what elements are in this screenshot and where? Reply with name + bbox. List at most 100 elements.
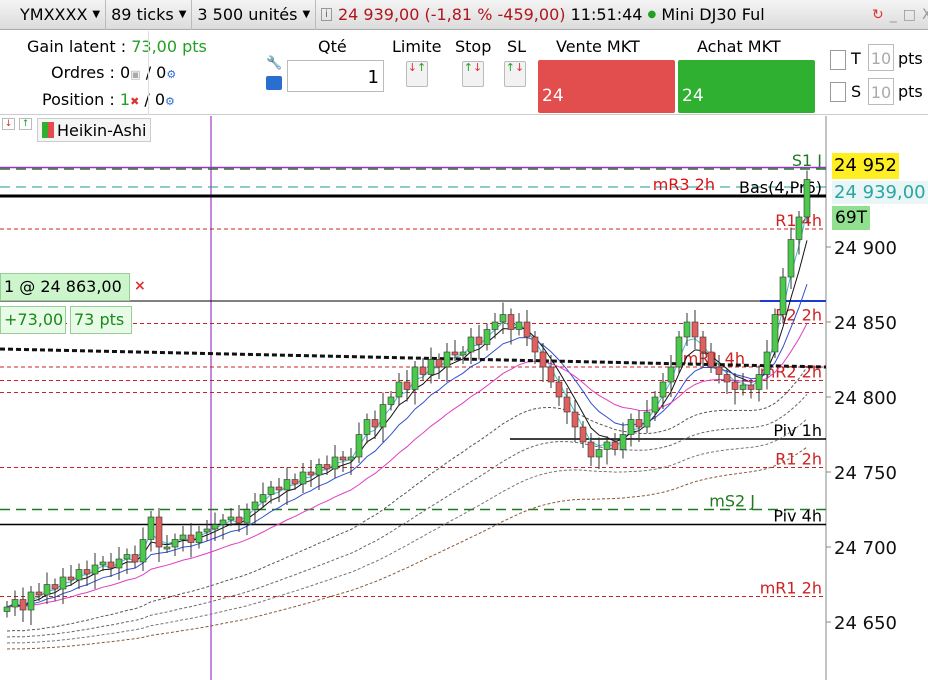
stop-order-button[interactable]: ↑↓ <box>462 61 484 87</box>
candle-body <box>491 321 499 330</box>
candle-body <box>459 351 467 356</box>
minimize-button[interactable]: _ <box>889 7 897 23</box>
candle-body <box>451 351 459 356</box>
keyboard-icon[interactable] <box>266 76 282 90</box>
candle-body <box>667 366 675 383</box>
tab-bar: YMXXXX ▼ 89 ticks ▼ 3 500 unités ▼ i 24 939,… <box>0 0 928 30</box>
candle-body <box>787 239 795 278</box>
candle-body <box>731 381 739 390</box>
candle-body <box>203 528 211 533</box>
candle-body <box>715 366 723 375</box>
info-icon[interactable]: i <box>321 8 332 21</box>
chart-style-selector[interactable]: Heikin-Ashi <box>37 118 152 142</box>
candle-body <box>11 599 19 608</box>
candle-body <box>547 366 555 383</box>
y-tick-label: 24 850 <box>834 313 897 334</box>
candle-body <box>83 569 91 575</box>
ticks-dropdown[interactable]: 89 ticks ▼ <box>106 0 193 30</box>
candle-body <box>795 216 803 240</box>
candle-body <box>379 404 387 428</box>
candle-body <box>171 539 179 548</box>
pnl-points: 73 pts <box>70 306 132 334</box>
close-position-button[interactable]: × <box>134 278 146 294</box>
moving-average-line <box>6 323 808 608</box>
t-pts-label: pts <box>898 49 923 68</box>
sell-sup: 0 <box>646 137 661 162</box>
arrow-up-icon[interactable]: ↑ <box>19 118 32 130</box>
qty-label: Qté <box>318 37 347 56</box>
candle-body <box>51 584 59 590</box>
candle-body <box>259 494 267 503</box>
candle-body <box>435 359 443 368</box>
level-label: mR3 2h <box>653 175 715 194</box>
price-chart[interactable]: 24 900 24 850 24 800 24 750 24 700 24 650 S1 J… <box>0 116 928 680</box>
t-checkbox[interactable] <box>830 50 846 70</box>
maximize-button[interactable]: □ <box>902 7 916 23</box>
level-label: mS2 J <box>709 492 755 511</box>
close-button[interactable]: X <box>921 7 928 23</box>
candle-body <box>515 321 523 330</box>
y-tick-label: 24 700 <box>834 538 897 559</box>
symbol: YMXXXX <box>20 5 88 24</box>
units-dropdown[interactable]: 3 500 unités ▼ <box>192 0 317 30</box>
level-label: Piv 1h <box>773 421 822 440</box>
arrow-down-icon[interactable]: ↓ <box>2 118 15 130</box>
candle-body <box>19 599 27 611</box>
qty-input[interactable]: 1 <box>287 60 384 92</box>
candle-body <box>419 366 427 375</box>
symbol-dropdown[interactable]: YMXXXX ▼ <box>0 0 107 30</box>
orders-icon[interactable]: ▣ <box>130 68 141 81</box>
candle-body <box>315 464 323 476</box>
candle-body <box>467 336 475 353</box>
refresh-icon[interactable]: ↻ <box>872 7 884 23</box>
sl-order-button[interactable]: ↑↓ <box>504 61 526 87</box>
candle-body <box>267 486 275 495</box>
candle-body <box>611 441 619 450</box>
t-points-input[interactable]: 10 <box>868 44 894 71</box>
close-position-icon[interactable]: ✖ <box>130 95 140 108</box>
dotted-average-line <box>0 347 827 369</box>
y-tick-label: 24 750 <box>834 463 897 484</box>
candle-body <box>403 381 411 390</box>
pnl-value: +73,00 <box>0 306 66 334</box>
candle-body <box>187 534 195 543</box>
candle-body <box>299 471 307 485</box>
candle-body <box>275 486 283 491</box>
candle-body <box>219 519 227 525</box>
chevron-down-icon: ▼ <box>92 9 101 20</box>
wrench-icon[interactable]: 🔧 <box>266 56 283 71</box>
candle-body <box>499 314 507 323</box>
candle-body <box>619 434 627 450</box>
quote-info: i 24 939,00 (-1,81 % -459,00) 11:51:44 ● … <box>316 0 770 30</box>
candle-body <box>723 374 731 383</box>
sell-label: Vente MKT <box>556 37 640 56</box>
candle-body <box>747 384 755 390</box>
candle-body <box>483 329 491 345</box>
candle-body <box>123 554 131 560</box>
candle-body <box>595 449 603 458</box>
candle-body <box>555 381 563 398</box>
candle-body <box>59 576 67 590</box>
moving-average-line <box>6 394 808 638</box>
limit-order-button[interactable]: ↓↑ <box>406 61 428 87</box>
candle-body <box>643 411 651 428</box>
candle-body <box>803 179 811 218</box>
s-checkbox[interactable] <box>830 82 846 102</box>
gear-icon[interactable]: ⚙ <box>165 95 175 108</box>
buy-market-button[interactable]: 24 940,00 <box>678 60 815 181</box>
candle-body <box>91 564 99 575</box>
candle-body <box>531 336 539 353</box>
position-box[interactable]: 1 @ 24 863,00 <box>0 273 130 301</box>
gear-icon[interactable]: ⚙ <box>166 68 177 81</box>
y-tick-label: 24 650 <box>834 613 897 634</box>
candle-body <box>323 464 331 470</box>
candle-body <box>235 516 243 524</box>
candle-body <box>243 509 251 524</box>
level-label: R1 2h <box>775 450 822 469</box>
last-price-label: 24 952 <box>832 153 899 179</box>
s-points-input[interactable]: 10 <box>868 78 894 105</box>
candle-body <box>755 374 763 390</box>
sell-market-button[interactable]: 24 936,00 <box>538 60 675 181</box>
orders-label: Ordres : 0 <box>51 63 131 82</box>
level-label: mR1 2h <box>760 579 822 598</box>
